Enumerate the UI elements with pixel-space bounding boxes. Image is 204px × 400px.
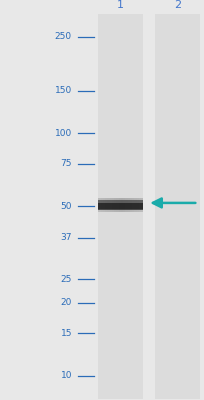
Bar xyxy=(100,198,102,212)
Bar xyxy=(98,209,143,212)
Text: 25: 25 xyxy=(60,275,72,284)
Bar xyxy=(125,198,127,212)
Bar xyxy=(134,198,136,212)
Bar xyxy=(98,200,143,203)
Text: 15: 15 xyxy=(60,328,72,338)
Text: 250: 250 xyxy=(54,32,72,41)
Bar xyxy=(114,198,116,212)
Text: 37: 37 xyxy=(60,234,72,242)
Text: 150: 150 xyxy=(54,86,72,95)
Bar xyxy=(138,198,140,212)
Text: 50: 50 xyxy=(60,202,72,211)
Bar xyxy=(105,198,107,212)
Bar xyxy=(98,198,143,200)
Bar xyxy=(155,14,199,399)
Bar xyxy=(120,198,122,212)
Bar xyxy=(136,198,138,212)
Text: 20: 20 xyxy=(60,298,72,307)
Bar xyxy=(122,198,125,212)
Bar xyxy=(109,198,111,212)
Bar xyxy=(98,14,143,399)
Text: 100: 100 xyxy=(54,129,72,138)
Bar xyxy=(98,198,100,212)
Bar xyxy=(118,198,120,212)
Bar xyxy=(107,198,109,212)
Bar xyxy=(111,198,114,212)
Bar xyxy=(127,198,129,212)
Bar xyxy=(116,198,118,212)
Text: 2: 2 xyxy=(173,0,181,10)
Text: 1: 1 xyxy=(117,0,124,10)
Text: 10: 10 xyxy=(60,371,72,380)
Bar xyxy=(102,198,105,212)
Bar xyxy=(140,198,143,212)
Bar xyxy=(131,198,134,212)
Bar xyxy=(98,203,143,210)
Bar xyxy=(129,198,131,212)
Text: 75: 75 xyxy=(60,159,72,168)
